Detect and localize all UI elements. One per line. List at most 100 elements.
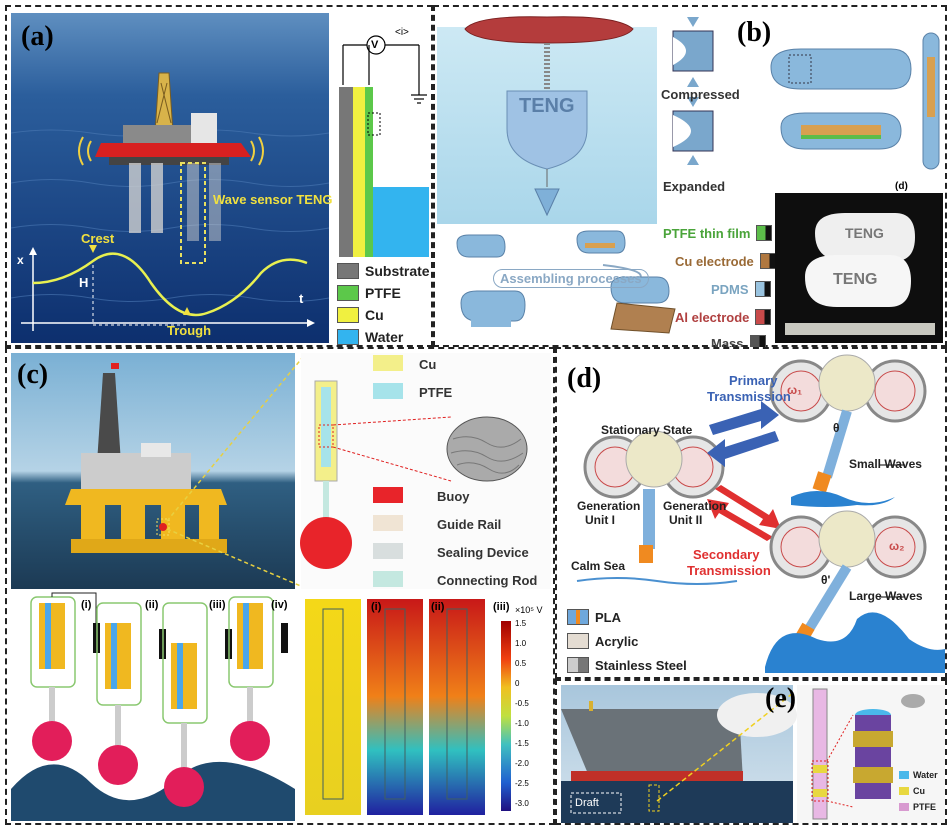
panel-b: TENG Compressed Expanded (b) Assembling …: [433, 5, 947, 351]
panel-e: Draft (e) Water Cu PTFE: [555, 679, 947, 825]
panel-a: Wave sensor TENG Crest Trough H x t (a) …: [5, 5, 433, 347]
wave-sensor-label: Wave sensor TENG: [213, 192, 333, 207]
legend-item: PLA: [567, 609, 621, 625]
generation-unit-2-label-a: Generation: [663, 499, 727, 513]
colorbar-tick: 0.5: [515, 659, 527, 668]
legend-swatch: [337, 329, 359, 345]
legend-cu: Cu: [419, 357, 437, 372]
legend-item: Cu: [337, 307, 384, 323]
colorbar-tick: -2.5: [515, 779, 529, 788]
voltmeter-label: V: [371, 39, 379, 51]
buoy-structure-diagram: [300, 353, 551, 589]
colorbar-tick: -3.0: [515, 799, 529, 808]
panel-c: (c) Cu PTFE Buoy Guide Rail Sealing Devi…: [5, 347, 555, 825]
offshore-platform-illustration: [10, 13, 330, 343]
legend-label: PTFE: [365, 285, 401, 301]
current-label: <i>: [395, 27, 409, 38]
legend-label: Cu electrode: [675, 253, 754, 269]
calm-sea-label: Calm Sea: [571, 559, 626, 573]
panel-c-label: (c): [17, 359, 49, 390]
ship-scene: [561, 685, 797, 823]
transmission-diagram: [576, 354, 945, 673]
platform-scene: [11, 353, 295, 589]
colorbar-unit: ×10⁵ V: [515, 605, 543, 615]
legend-item: Al electrode: [675, 309, 772, 325]
assembling-illustration: [456, 230, 676, 334]
compression-diagram: [672, 17, 714, 165]
legend-swatch: [567, 657, 589, 673]
t-axis-label: t: [299, 291, 304, 306]
colorbar-tick: 1.5: [515, 619, 527, 628]
legend-item: Substrate: [337, 263, 430, 279]
panel-b-label: (b): [737, 17, 772, 48]
panel-d-label: (d): [567, 363, 602, 394]
stage-label-i: (i): [81, 599, 92, 611]
crest-label: Crest: [81, 231, 115, 246]
colorbar-tick: -0.5: [515, 699, 529, 708]
legend-sealing-device: Sealing Device: [437, 545, 529, 560]
small-waves-label: Small Waves: [849, 457, 922, 471]
legend-ptfe: PTFE: [913, 802, 937, 812]
stationary-state-label: Stationary State: [601, 423, 693, 437]
photo-text-2: TENG: [833, 271, 878, 288]
stage-label-ii: (ii): [145, 599, 159, 611]
legend-item: PDMS: [711, 281, 771, 297]
panel-a-label: (a): [21, 21, 54, 52]
photo-text-1: TENG: [845, 225, 884, 241]
cylinder-teng-diagram: [797, 685, 945, 823]
secondary-transmission-label-2: Transmission: [687, 563, 771, 578]
omega-1-label: ω₁: [787, 383, 803, 397]
sim-label-iii: (iii): [493, 601, 510, 613]
colorbar-tick: 0: [515, 679, 520, 688]
legend-swatch: [337, 307, 359, 323]
draft-label: Draft: [575, 797, 599, 809]
photo-label: (d): [895, 181, 908, 192]
legend-item: Water: [337, 329, 403, 345]
panel-e-label: (e): [765, 683, 797, 714]
h-label: H: [79, 275, 89, 290]
x-axis-label: x: [17, 253, 24, 267]
legend-guide-rail: Guide Rail: [437, 517, 502, 532]
generation-unit-2-label-b: Unit II: [669, 513, 703, 527]
legend-label: Acrylic: [595, 633, 639, 649]
legend-item: Acrylic: [567, 633, 638, 649]
secondary-transmission-label-1: Secondary: [693, 547, 760, 562]
theta-prime-label: θ': [821, 573, 831, 587]
buoy-teng-illustration: [437, 16, 657, 224]
zoom-lines: [166, 356, 304, 588]
legend-cu: Cu: [913, 786, 925, 796]
legend-water: Water: [913, 770, 938, 780]
legend-buoy: Buoy: [437, 489, 470, 504]
panel-d: (d) Primary Tra: [555, 347, 947, 679]
sim-label-ii: (ii): [431, 601, 445, 613]
theta-label: θ: [833, 421, 840, 435]
stage-iv: [228, 596, 288, 761]
generation-unit-1-label-a: Generation: [577, 499, 641, 513]
legend-swatch: [337, 285, 359, 301]
stage-label-iii: (iii): [209, 599, 226, 611]
potential-simulation: [301, 593, 551, 821]
legend-swatch: [754, 281, 771, 297]
colorbar-tick: -1.5: [515, 739, 529, 748]
legend-item: PTFE thin film: [663, 225, 773, 241]
stage-label-iv: (iv): [271, 599, 288, 611]
stage-i: [30, 592, 100, 761]
working-stages-diagram: [11, 592, 295, 821]
legend-item: PTFE: [337, 285, 401, 301]
expanded-label: Expanded: [663, 179, 726, 194]
stage-iii: [162, 602, 232, 807]
trough-label: Trough: [167, 323, 212, 338]
legend-swatch: [755, 309, 772, 325]
legend-label: PTFE thin film: [663, 225, 751, 241]
primary-transmission-label-1: Primary: [729, 373, 778, 388]
teng-capsule-3d: [770, 32, 940, 170]
legend-swatch: [759, 253, 776, 269]
sim-label-i: (i): [371, 601, 382, 613]
generation-unit-1-label-b: Unit I: [585, 513, 615, 527]
legend-connecting-rod: Connecting Rod: [437, 573, 538, 588]
legend-ptfe: PTFE: [419, 385, 453, 400]
primary-transmission-label-2: Transmission: [707, 389, 791, 404]
legend-label: PDMS: [711, 281, 749, 297]
legend-label: Water: [365, 329, 404, 345]
compressed-label: Compressed: [661, 87, 740, 102]
